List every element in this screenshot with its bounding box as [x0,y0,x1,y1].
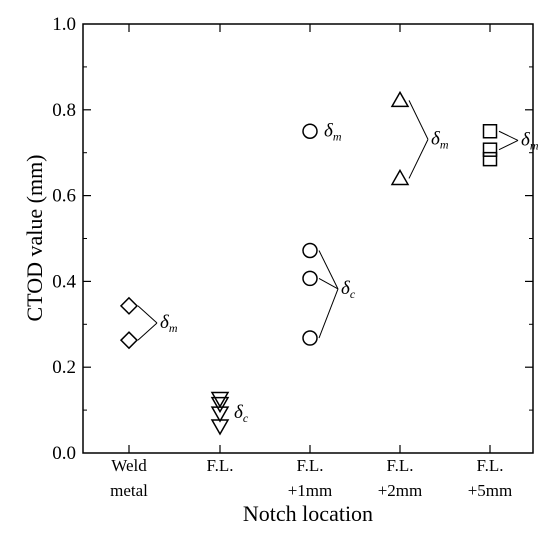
x-category-label: Weld [111,456,147,475]
annotation-labels: δm δc δm δc δm δm [160,120,539,425]
x-category-label: +2mm [378,481,423,500]
annotation-label: δc [234,402,249,425]
circle-marker [302,123,318,139]
y-tick-label: 0.6 [52,186,76,207]
diamond-marker [119,296,139,315]
square-marker [482,151,498,167]
annotation-subscript: m [530,138,539,152]
y-axis-title: CTOD value (mm) [22,154,47,321]
x-category-label: F.L. [207,456,234,475]
circle-marker [302,242,318,259]
annotation-subscript: m [169,321,178,335]
y-tick-label: 0.2 [52,357,76,378]
square-marker [482,142,498,157]
annotation-subscript: c [243,411,249,425]
x-category-labels: Weld metal F.L. F.L. +1mm F.L. +2mm F.L. +5mm [110,456,512,500]
y-tick-label: 1.0 [52,14,76,35]
annotation-label: δm [324,120,342,143]
data-markers [119,90,498,436]
axis-ticks [83,24,533,453]
x-category-label: F.L. [297,456,324,475]
y-tick-labels: 0.0 0.2 0.4 0.6 0.8 1.0 [52,14,76,464]
y-tick-label: 0.4 [52,271,76,292]
annotation-label: δm [160,312,178,335]
annotation-label: δm [521,129,539,152]
triangle-down-marker [210,396,230,414]
diamond-marker [119,331,139,350]
annotation-leader-line [318,250,339,290]
annotation-leader-line [137,322,158,341]
x-category-label: +1mm [288,481,333,500]
annotation-leader-line [498,130,519,141]
triangle-up-marker [390,90,410,108]
annotation-subscript: m [440,137,449,151]
square-marker [482,124,498,139]
triangle-down-marker [210,391,230,409]
annotation-leader-line [408,100,429,140]
annotation-leader-line [318,288,339,339]
y-tick-label: 0.8 [52,100,76,121]
annotation-subscript: c [350,287,356,301]
x-category-label: +5mm [468,481,513,500]
triangle-down-marker [210,419,230,436]
triangle-down-marker [210,406,230,423]
triangle-up-marker [390,168,410,186]
x-category-label: F.L. [477,456,504,475]
x-category-label: metal [110,481,148,500]
x-category-label: F.L. [387,456,414,475]
annotation-leaders [137,100,519,341]
annotation-subscript: m [333,129,342,143]
x-axis-title: Notch location [243,501,373,526]
annotation-label: δm [431,128,449,151]
annotation-leader-line [498,140,519,151]
plot-frame [82,23,534,454]
annotation-leader-line [318,277,339,290]
annotation-label: δc [341,278,356,301]
annotation-leader-line [137,305,158,324]
annotation-leader-line [408,139,429,179]
circle-marker [302,270,318,287]
y-tick-label: 0.0 [52,443,76,464]
circle-marker [302,330,318,346]
